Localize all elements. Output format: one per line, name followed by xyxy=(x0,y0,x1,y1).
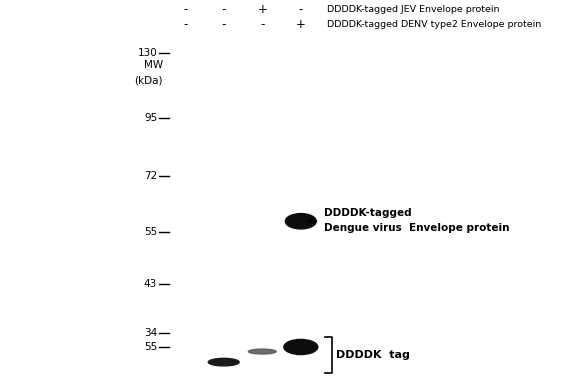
Text: 72: 72 xyxy=(144,171,157,181)
Text: -: - xyxy=(183,0,187,1)
Ellipse shape xyxy=(284,339,318,355)
Text: DDDDK  tag: DDDDK tag xyxy=(336,350,410,360)
Text: Dengue virus  Envelope protein: Dengue virus Envelope protein xyxy=(324,223,509,233)
Text: DDDDK-tagged: DDDDK-tagged xyxy=(324,208,411,218)
Text: -: - xyxy=(260,18,264,31)
Text: -: - xyxy=(299,3,303,16)
Text: -: - xyxy=(260,0,264,1)
Ellipse shape xyxy=(249,349,276,354)
Ellipse shape xyxy=(208,358,239,366)
Text: 95: 95 xyxy=(144,113,157,123)
Text: -: - xyxy=(222,18,226,31)
Text: (kDa): (kDa) xyxy=(134,75,163,85)
Text: +: + xyxy=(219,0,229,1)
Text: 130: 130 xyxy=(137,48,157,58)
Text: -: - xyxy=(222,3,226,16)
Text: 43: 43 xyxy=(144,279,157,289)
Text: +: + xyxy=(296,18,306,31)
Text: -: - xyxy=(183,3,187,16)
Ellipse shape xyxy=(285,214,316,229)
Text: -: - xyxy=(299,0,303,1)
Text: 34: 34 xyxy=(144,328,157,338)
Text: DDDDK-tagged JEV Envelope protein: DDDDK-tagged JEV Envelope protein xyxy=(327,5,499,14)
Text: -: - xyxy=(183,18,187,31)
Text: 55: 55 xyxy=(144,227,157,237)
Text: +: + xyxy=(257,3,267,16)
Text: MW: MW xyxy=(144,60,163,70)
Text: DDDDK-tagged DENV type2 Envelope protein: DDDDK-tagged DENV type2 Envelope protein xyxy=(327,20,541,29)
Text: 55: 55 xyxy=(144,342,157,352)
